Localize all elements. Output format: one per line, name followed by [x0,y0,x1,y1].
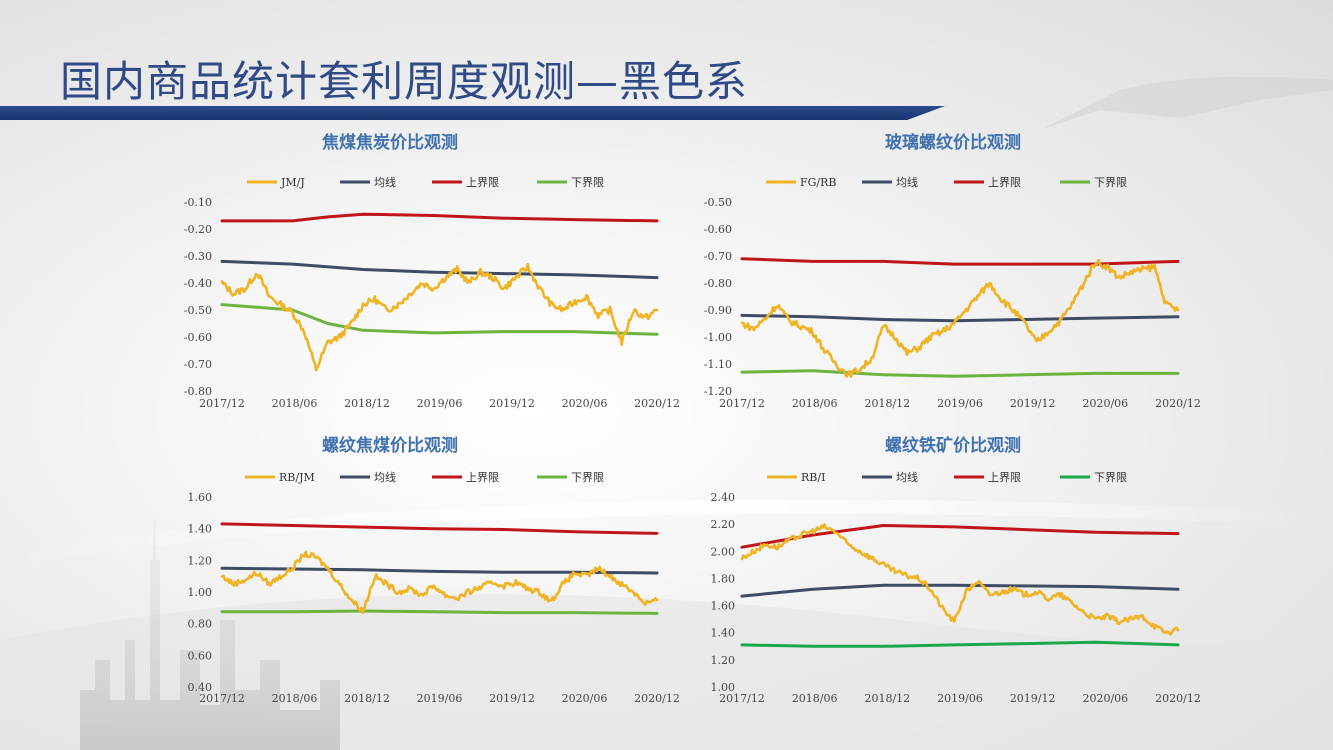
x-tick-label: 2017/12 [199,397,245,410]
x-tick-label: 2019/12 [1010,692,1056,705]
page-title: 国内商品统计套利周度观测—黑色系 [60,57,749,106]
y-tick-label: 1.60 [711,600,736,613]
y-tick-label: -0.80 [184,385,212,398]
y-tick-label: -0.50 [184,304,212,317]
series-line [220,212,659,223]
x-tick-label: 2020/12 [634,397,680,410]
series-line [740,369,1180,378]
x-tick-label: 2020/12 [1155,692,1201,705]
y-tick-label: -0.20 [184,223,212,236]
x-tick-label: 2020/06 [562,692,608,705]
y-tick-label: 1.00 [188,586,213,599]
legend-label: 均线 [374,470,396,484]
chart-title: 玻璃螺纹价比观测 [885,132,1021,153]
chart-title: 焦煤焦炭价比观测 [321,132,458,153]
y-tick-label: -0.70 [184,358,212,371]
chart-title: 螺纹焦煤价比观测 [322,435,458,456]
x-tick-label: 2017/12 [719,692,765,705]
x-tick-label: 2020/12 [1155,397,1201,410]
x-tick-label: 2019/06 [937,397,983,410]
series-line [740,523,1180,636]
y-tick-label: -0.60 [704,223,732,236]
x-tick-label: 2018/12 [864,692,910,705]
y-tick-label: 2.20 [711,518,736,531]
legend-label: 均线 [374,175,396,189]
legend-label: 上界限 [466,176,499,189]
y-tick-label: -0.70 [704,250,732,263]
series-line [220,263,659,372]
y-tick-label: 0.40 [188,681,213,694]
x-tick-label: 2018/06 [792,692,838,705]
y-tick-label: -0.50 [704,196,732,209]
legend-label: 下界限 [571,176,604,189]
legend-label: RB/I [801,471,825,484]
y-tick-label: -0.90 [704,304,732,317]
series-line [740,257,1180,266]
legend-label: 下界限 [1094,471,1127,484]
x-tick-label: 2019/12 [489,692,535,705]
y-tick-label: -1.00 [704,331,732,344]
x-tick-label: 2018/12 [344,692,390,705]
x-tick-label: 2017/12 [719,397,765,410]
x-tick-label: 2018/06 [792,397,838,410]
series-line [740,640,1180,648]
x-tick-label: 2019/12 [1010,397,1056,410]
legend-label: 上界限 [466,471,499,484]
series-line [740,258,1180,378]
x-tick-label: 2020/06 [1082,692,1128,705]
x-tick-label: 2019/06 [937,692,983,705]
y-tick-label: 1.00 [711,681,736,694]
y-tick-label: 1.40 [188,523,213,536]
y-tick-label: 1.20 [188,554,213,567]
legend-label: 上界限 [988,176,1021,189]
legend-label: JM/J [280,176,305,189]
x-tick-label: 2019/12 [489,397,535,410]
y-tick-label: -1.20 [704,385,732,398]
legend-label: 下界限 [571,471,604,484]
y-tick-label: 0.60 [188,649,213,662]
y-tick-label: 0.80 [188,618,213,631]
x-tick-label: 2018/06 [272,692,318,705]
series-line [220,609,659,615]
series-line [740,583,1180,598]
chart-title: 螺纹铁矿价比观测 [885,435,1021,456]
legend-label: FG/RB [800,176,837,189]
series-line [220,303,659,336]
series-line [220,522,659,535]
x-tick-label: 2018/12 [344,397,390,410]
x-tick-label: 2020/12 [634,692,680,705]
x-tick-label: 2017/12 [199,692,245,705]
series-line [220,550,659,614]
legend-label: 均线 [896,175,918,189]
y-tick-label: -0.30 [184,250,212,263]
legend-label: 下界限 [1094,176,1127,189]
y-tick-label: 1.40 [711,627,736,640]
x-tick-label: 2018/06 [272,397,318,410]
x-tick-label: 2019/06 [417,692,463,705]
y-tick-label: 1.80 [711,572,736,585]
x-tick-label: 2018/12 [864,397,910,410]
legend-label: 均线 [896,470,918,484]
legend-label: RB/JM [279,471,315,484]
legend-label: 上界限 [988,471,1021,484]
y-tick-label: -1.10 [704,358,732,371]
x-tick-label: 2020/06 [562,397,608,410]
y-tick-label: -0.80 [704,277,732,290]
y-tick-label: 2.40 [711,491,736,504]
x-tick-label: 2020/06 [1082,397,1128,410]
series-line [220,259,659,280]
y-tick-label: 1.20 [711,654,736,667]
series-line [740,524,1180,549]
title-underline-bar [0,106,945,120]
y-tick-label: -0.60 [184,331,212,344]
y-tick-label: 1.60 [188,491,213,504]
y-tick-label: -0.40 [184,277,212,290]
y-tick-label: -0.10 [184,196,212,209]
x-tick-label: 2019/06 [417,397,463,410]
y-tick-label: 2.00 [711,545,736,558]
